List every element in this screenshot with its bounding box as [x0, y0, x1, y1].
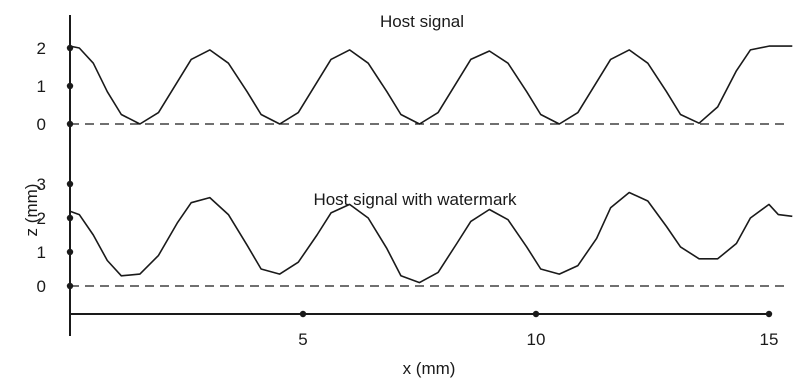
y-tick-dot-panel-2-0: [66, 282, 74, 290]
series-layer: [69, 45, 793, 284]
series-line-panel-1: [69, 45, 793, 125]
x-tick-dot-5: [299, 310, 307, 318]
y-tick-label-panel-2-0: 0: [37, 277, 46, 296]
x-tick-label-5: 5: [298, 330, 307, 349]
y-tick-label-panel-1-1: 1: [37, 77, 46, 96]
y-tick-dot-panel-1-2: [66, 44, 74, 52]
x-tick-dot-10: [532, 310, 540, 318]
y-tick-label-panel-1-0: 0: [37, 115, 46, 134]
axes-layer: [69, 15, 772, 336]
series-line-panel-2: [69, 191, 793, 284]
y-tick-dot-panel-2-3: [66, 180, 74, 188]
top-panel-title: Host signal: [380, 12, 464, 31]
y-axis-label: z (mm): [22, 184, 41, 237]
x-axis-label: x (mm): [403, 359, 456, 378]
y-tick-dot-panel-1-1: [66, 82, 74, 90]
y-tick-label-panel-1-2: 2: [37, 39, 46, 58]
y-tick-dot-panel-2-2: [66, 214, 74, 222]
x-tick-label-10: 10: [527, 330, 546, 349]
baseline-layer: [70, 123, 790, 287]
y-tick-label-panel-2-1: 1: [37, 243, 46, 262]
y-tick-label-panel-2-2: 2: [37, 209, 46, 228]
tick-layer: 0 1 2 0 1 2 3 5 10 15: [37, 39, 779, 349]
x-tick-dot-15: [765, 310, 773, 318]
bottom-panel-title: Host signal with watermark: [313, 190, 517, 209]
y-tick-label-panel-2-3: 3: [37, 175, 46, 194]
x-tick-label-15: 15: [760, 330, 779, 349]
y-tick-dot-panel-1-0: [66, 120, 74, 128]
y-tick-dot-panel-2-1: [66, 248, 74, 256]
